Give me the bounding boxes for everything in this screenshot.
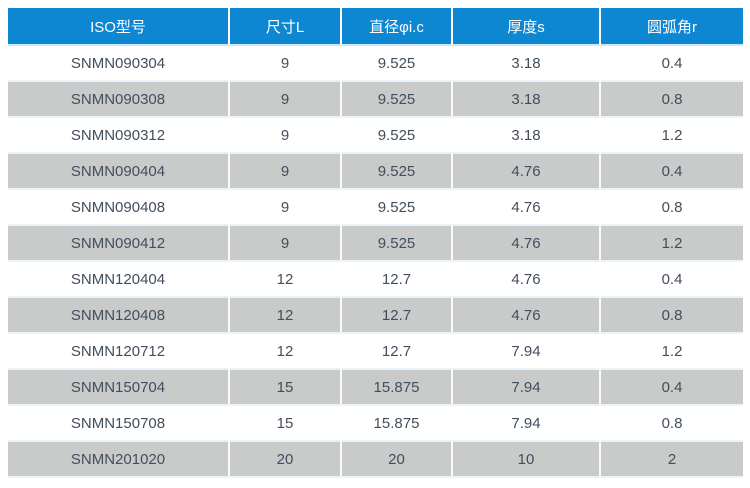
cell-diameter-ic: 9.525 <box>342 118 453 154</box>
cell-iso-model: SNMN090404 <box>8 154 230 190</box>
cell-arc-angle-r: 0.8 <box>601 406 743 442</box>
spec-table-body: SNMN090304 9 9.525 3.18 0.4 SNMN090308 9 9.525 3… <box>8 46 743 478</box>
cell-iso-model: SNMN150704 <box>8 370 230 406</box>
cell-arc-angle-r: 0.4 <box>601 46 743 82</box>
cell-size-l: 12 <box>230 262 342 298</box>
cell-diameter-ic: 9.525 <box>342 154 453 190</box>
cell-size-l: 20 <box>230 442 342 478</box>
cell-size-l: 15 <box>230 370 342 406</box>
cell-arc-angle-r: 0.4 <box>601 370 743 406</box>
cell-thickness-s: 4.76 <box>453 154 601 190</box>
table-row: SNMN120408 12 12.7 4.76 0.8 <box>8 298 743 334</box>
cell-size-l: 9 <box>230 82 342 118</box>
cell-arc-angle-r: 1.2 <box>601 226 743 262</box>
cell-iso-model: SNMN090308 <box>8 82 230 118</box>
cell-arc-angle-r: 0.4 <box>601 154 743 190</box>
table-row: SNMN090308 9 9.525 3.18 0.8 <box>8 82 743 118</box>
cell-size-l: 9 <box>230 226 342 262</box>
cell-thickness-s: 7.94 <box>453 334 601 370</box>
cell-diameter-ic: 9.525 <box>342 190 453 226</box>
column-header-thickness-s: 厚度s <box>453 8 601 46</box>
column-header-size-l: 尺寸L <box>230 8 342 46</box>
table-row: SNMN090412 9 9.525 4.76 1.2 <box>8 226 743 262</box>
cell-size-l: 9 <box>230 190 342 226</box>
cell-thickness-s: 4.76 <box>453 298 601 334</box>
cell-size-l: 9 <box>230 154 342 190</box>
cell-diameter-ic: 20 <box>342 442 453 478</box>
cell-thickness-s: 3.18 <box>453 82 601 118</box>
cell-iso-model: SNMN090304 <box>8 46 230 82</box>
table-row: SNMN090404 9 9.525 4.76 0.4 <box>8 154 743 190</box>
cell-size-l: 9 <box>230 46 342 82</box>
header-row: ISO型号 尺寸L 直径φi.c 厚度s 圆弧角r <box>8 8 743 46</box>
cell-iso-model: SNMN120404 <box>8 262 230 298</box>
cell-diameter-ic: 15.875 <box>342 370 453 406</box>
table-row: SNMN090408 9 9.525 4.76 0.8 <box>8 190 743 226</box>
cell-arc-angle-r: 2 <box>601 442 743 478</box>
cell-size-l: 9 <box>230 118 342 154</box>
table-row: SNMN090304 9 9.525 3.18 0.4 <box>8 46 743 82</box>
cell-thickness-s: 4.76 <box>453 226 601 262</box>
cell-thickness-s: 3.18 <box>453 118 601 154</box>
cell-iso-model: SNMN201020 <box>8 442 230 478</box>
table-row: SNMN201020 20 20 10 2 <box>8 442 743 478</box>
cell-size-l: 15 <box>230 406 342 442</box>
cell-size-l: 12 <box>230 334 342 370</box>
table-row: SNMN150708 15 15.875 7.94 0.8 <box>8 406 743 442</box>
cell-iso-model: SNMN090408 <box>8 190 230 226</box>
spec-table-container: ISO型号 尺寸L 直径φi.c 厚度s 圆弧角r SNMN090304 9 9.525 3.… <box>8 8 743 478</box>
cell-diameter-ic: 12.7 <box>342 334 453 370</box>
cell-iso-model: SNMN150708 <box>8 406 230 442</box>
table-row: SNMN150704 15 15.875 7.94 0.4 <box>8 370 743 406</box>
table-row: SNMN120712 12 12.7 7.94 1.2 <box>8 334 743 370</box>
cell-iso-model: SNMN090312 <box>8 118 230 154</box>
cell-thickness-s: 4.76 <box>453 190 601 226</box>
table-row: SNMN090312 9 9.525 3.18 1.2 <box>8 118 743 154</box>
cell-arc-angle-r: 0.4 <box>601 262 743 298</box>
cell-arc-angle-r: 1.2 <box>601 334 743 370</box>
column-header-iso-model: ISO型号 <box>8 8 230 46</box>
column-header-diameter-ic: 直径φi.c <box>342 8 453 46</box>
cell-arc-angle-r: 0.8 <box>601 298 743 334</box>
cell-arc-angle-r: 0.8 <box>601 190 743 226</box>
cell-diameter-ic: 9.525 <box>342 226 453 262</box>
cell-diameter-ic: 12.7 <box>342 262 453 298</box>
cell-diameter-ic: 9.525 <box>342 82 453 118</box>
cell-iso-model: SNMN120712 <box>8 334 230 370</box>
table-row: SNMN120404 12 12.7 4.76 0.4 <box>8 262 743 298</box>
cell-arc-angle-r: 0.8 <box>601 82 743 118</box>
cell-thickness-s: 4.76 <box>453 262 601 298</box>
cell-iso-model: SNMN120408 <box>8 298 230 334</box>
cell-thickness-s: 10 <box>453 442 601 478</box>
cell-thickness-s: 7.94 <box>453 370 601 406</box>
cell-thickness-s: 3.18 <box>453 46 601 82</box>
column-header-arc-angle-r: 圆弧角r <box>601 8 743 46</box>
cell-thickness-s: 7.94 <box>453 406 601 442</box>
cell-diameter-ic: 9.525 <box>342 46 453 82</box>
spec-table-head: ISO型号 尺寸L 直径φi.c 厚度s 圆弧角r <box>8 8 743 46</box>
spec-table: ISO型号 尺寸L 直径φi.c 厚度s 圆弧角r SNMN090304 9 9.525 3.… <box>8 8 743 478</box>
cell-diameter-ic: 15.875 <box>342 406 453 442</box>
cell-size-l: 12 <box>230 298 342 334</box>
cell-iso-model: SNMN090412 <box>8 226 230 262</box>
cell-diameter-ic: 12.7 <box>342 298 453 334</box>
cell-arc-angle-r: 1.2 <box>601 118 743 154</box>
